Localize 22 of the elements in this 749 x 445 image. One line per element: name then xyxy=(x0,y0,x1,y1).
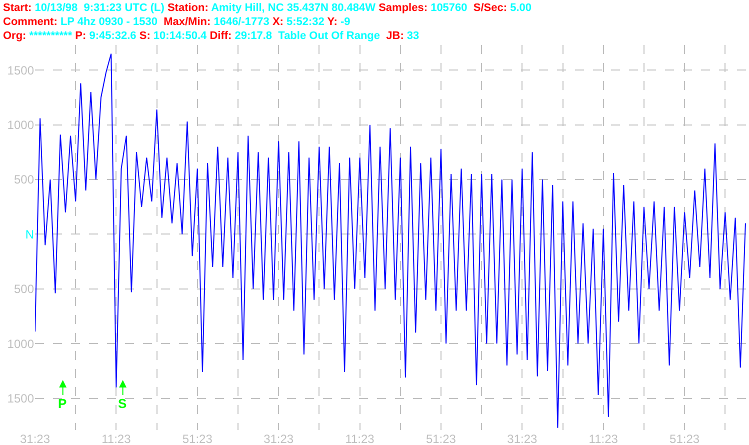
x-tick-label: 11:23 xyxy=(345,432,375,445)
x-tick-label: 51:23 xyxy=(670,432,700,445)
y-tick-label: 1500 xyxy=(7,391,34,406)
y-tick-label: N xyxy=(25,227,34,242)
annotation: S xyxy=(118,396,127,411)
x-tick-label: 11:23 xyxy=(102,432,132,445)
y-tick-label: 1000 xyxy=(7,118,34,132)
x-tick-label: 51:23 xyxy=(426,432,456,445)
x-tick-label: 31:23 xyxy=(264,432,294,445)
line-series xyxy=(35,53,746,428)
text: Org: ********** P: 9:45:32.6 S: 10:14:50.4 Diff: 29:17.8 Table Out Of Range JB: 33 xyxy=(3,30,420,42)
chart-title: Start: 10/13/98 9:31:23 UTC (L) Station: Amity Hill, NC 35.437N 80.484W Samples: 105760 S/Sec: 5.00 xyxy=(3,2,532,14)
x-tick-label: 31:23 xyxy=(507,432,538,445)
x-tick-label: 11:23 xyxy=(588,432,618,445)
y-tick-label: 500 xyxy=(14,172,34,187)
y-tick-label: 500 xyxy=(14,282,34,296)
y-tick-label: 1500 xyxy=(7,63,34,78)
x-tick-label: 31:23 xyxy=(20,432,50,445)
x-tick-label: 51:23 xyxy=(182,432,213,445)
annotation: P xyxy=(58,396,67,411)
chart-subtitle: Comment: LP 4hz 0930 - 1530 Max/Min: 1646/-1773 X: 5:52:32 Y: -9 xyxy=(3,16,350,28)
y-tick-label: 1000 xyxy=(7,336,34,351)
